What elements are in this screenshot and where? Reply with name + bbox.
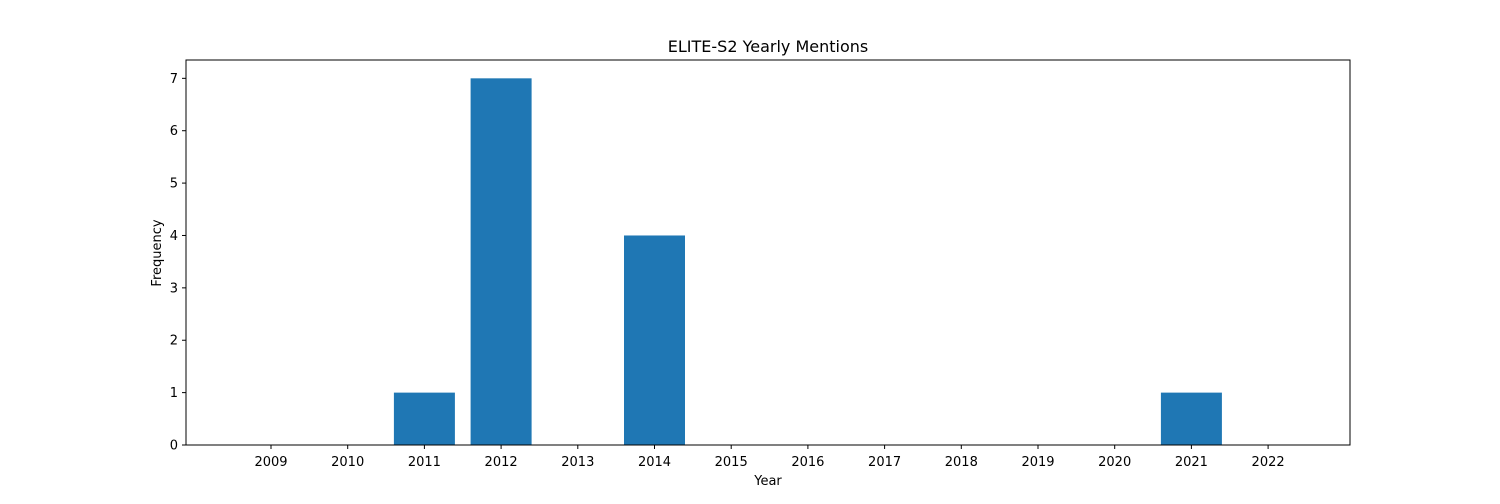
x-tick-label: 2020	[1098, 455, 1131, 470]
x-tick-label: 2016	[791, 455, 824, 470]
x-tick-label: 2019	[1021, 455, 1054, 470]
x-tick-label: 2013	[561, 455, 594, 470]
x-tick-label: 2021	[1175, 455, 1208, 470]
chart-title: ELITE-S2 Yearly Mentions	[668, 37, 868, 56]
y-tick-label: 1	[170, 386, 178, 401]
x-tick-label: 2018	[945, 455, 978, 470]
x-tick-label: 2017	[868, 455, 901, 470]
bars-group	[393, 78, 1222, 445]
x-tick-label: 2012	[485, 455, 518, 470]
bar-2014	[624, 235, 685, 445]
x-tick-label: 2010	[331, 455, 364, 470]
bar-2011	[393, 392, 455, 445]
x-axis: 2009 2010 2011 2012 2013 2014 2015 2016 2017 2018…	[254, 445, 1285, 470]
y-tick-label: 4	[170, 229, 178, 244]
bar-2021	[1160, 392, 1222, 445]
y-axis-label: Frequency	[150, 219, 165, 286]
y-tick-label: 7	[170, 72, 178, 87]
x-tick-label: 2009	[254, 455, 287, 470]
y-tick-label: 6	[170, 124, 178, 139]
x-tick-label: 2011	[408, 455, 441, 470]
x-axis-label: Year	[753, 474, 782, 489]
y-tick-label: 2	[170, 334, 178, 349]
x-tick-label: 2014	[638, 455, 671, 470]
bar-2012	[470, 78, 532, 445]
y-tick-label: 3	[170, 281, 178, 296]
y-axis: 0 1 2 3 4 5 6 7	[170, 72, 186, 454]
y-tick-label: 0	[170, 439, 178, 454]
y-tick-label: 5	[170, 177, 178, 192]
x-tick-label: 2015	[715, 455, 748, 470]
x-tick-label: 2022	[1252, 455, 1285, 470]
plot-frame	[185, 59, 1351, 446]
